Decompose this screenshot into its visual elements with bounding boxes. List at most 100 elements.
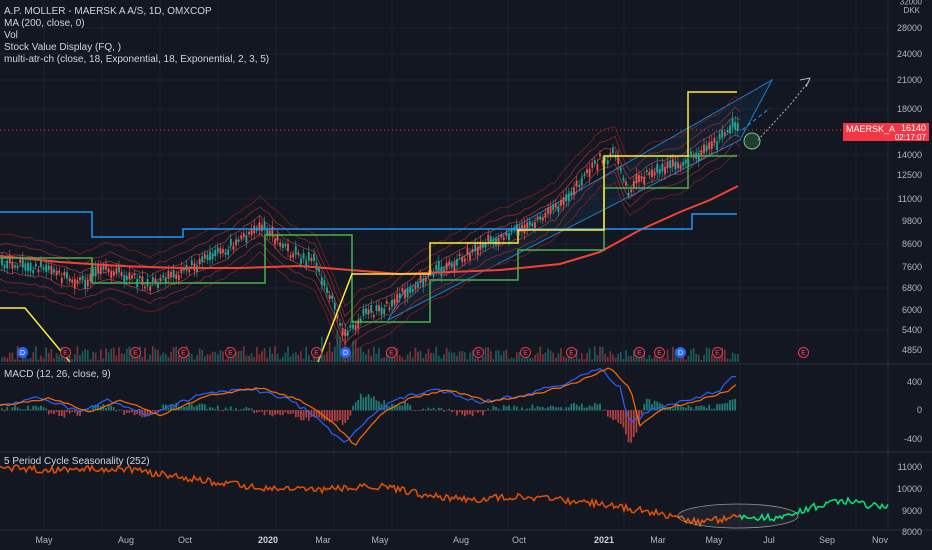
- volume-bar: [666, 349, 669, 362]
- macd-histogram-bar: [146, 410, 149, 417]
- legend-stock-value-display[interactable]: Stock Value Display (FQ, ): [4, 42, 122, 53]
- macd-histogram-bar: [458, 410, 461, 413]
- candle-body: [424, 277, 427, 282]
- volume-bar: [643, 350, 646, 362]
- candle-body: [450, 263, 453, 268]
- earnings-badge[interactable]: E: [130, 347, 141, 358]
- volume-bar: [302, 358, 305, 362]
- volume-bar: [619, 351, 622, 362]
- candle-body: [710, 141, 713, 149]
- earnings-badge[interactable]: E: [178, 347, 189, 358]
- volume-bar: [209, 354, 211, 362]
- dividend-badge[interactable]: D: [340, 347, 351, 358]
- macd-histogram-bar: [258, 410, 261, 412]
- candle-body: [310, 257, 313, 262]
- volume-bar: [367, 348, 370, 362]
- candle-body: [625, 181, 627, 186]
- earnings-badge[interactable]: E: [520, 347, 531, 358]
- volume-bar: [268, 346, 271, 362]
- candle-body: [679, 165, 682, 169]
- candle-body: [534, 222, 536, 229]
- candle-body: [110, 271, 113, 279]
- legend-volume[interactable]: Vol: [4, 30, 18, 41]
- volume-bar: [534, 354, 536, 362]
- seasonality-title[interactable]: 5 Period Cycle Seasonality (252): [4, 456, 150, 467]
- candle-body: [240, 235, 243, 239]
- candle-body: [232, 245, 235, 250]
- volume-bar: [123, 353, 126, 362]
- volume-bar: [422, 357, 425, 362]
- volume-bar: [362, 351, 365, 362]
- candle-body: [580, 178, 583, 186]
- volume-bar: [565, 357, 568, 362]
- earnings-badge[interactable]: E: [634, 347, 645, 358]
- earnings-badge[interactable]: E: [386, 347, 397, 358]
- volume-bar: [583, 358, 586, 362]
- earnings-badge[interactable]: E: [311, 347, 322, 358]
- candle-body: [211, 253, 214, 260]
- earnings-badge[interactable]: E: [225, 347, 236, 358]
- volume-bar: [50, 348, 53, 362]
- macd-histogram-bar: [235, 408, 237, 411]
- volume-bar: [578, 358, 581, 362]
- candle-body: [261, 224, 263, 232]
- macd-histogram-bar: [479, 410, 482, 412]
- macd-histogram-bar: [625, 410, 627, 435]
- dividend-badge[interactable]: D: [17, 347, 28, 358]
- candle-body: [63, 271, 66, 276]
- earnings-badge[interactable]: E: [566, 347, 577, 358]
- earnings-badge[interactable]: E: [654, 347, 665, 358]
- volume-bar: [479, 359, 482, 362]
- candle-body: [58, 270, 61, 273]
- macd-histogram-bar: [21, 409, 24, 411]
- candle-body: [284, 244, 287, 247]
- macd-title[interactable]: MACD (12, 26, close, 9): [4, 369, 111, 380]
- time-axis-label: 2021: [593, 535, 615, 545]
- candle-body: [723, 132, 726, 136]
- volume-bar: [627, 355, 630, 362]
- macd-histogram-bar: [274, 410, 276, 415]
- volume-bar: [110, 348, 113, 362]
- macd-histogram-bar: [240, 409, 243, 411]
- seasonality-axis-label: 11000: [897, 462, 922, 472]
- earnings-badge[interactable]: E: [473, 347, 484, 358]
- volume-bar: [224, 359, 227, 362]
- earnings-badge[interactable]: E: [798, 347, 809, 358]
- volume-bar: [424, 353, 427, 362]
- volume-bar: [177, 355, 180, 362]
- earnings-badge[interactable]: E: [712, 347, 723, 358]
- candle-body: [279, 242, 282, 247]
- volume-bar: [404, 359, 406, 362]
- candle-body: [271, 226, 274, 236]
- macd-histogram-bar: [664, 408, 666, 411]
- macd-histogram-bar: [734, 398, 737, 411]
- dividend-badge[interactable]: D: [675, 347, 686, 358]
- candle-body: [34, 263, 37, 267]
- macd-histogram-bar: [248, 408, 250, 411]
- volume-bar: [73, 353, 76, 362]
- volume-bar: [86, 349, 89, 362]
- legend-multi-atr-channel[interactable]: multi-atr-ch (close, 18, Exponential, 18…: [4, 54, 270, 65]
- macd-histogram-bar: [29, 409, 32, 411]
- volume-bar: [437, 355, 440, 362]
- candle-body: [601, 160, 604, 164]
- volume-bar: [645, 358, 648, 362]
- earnings-badge[interactable]: E: [60, 347, 71, 358]
- macd-histogram-bar: [349, 410, 352, 416]
- candle-body: [417, 283, 419, 288]
- legend-ma200[interactable]: MA (200, close, 0): [4, 18, 85, 29]
- candle-body: [731, 118, 734, 128]
- macd-histogram-bar: [396, 405, 399, 411]
- volume-bar: [255, 347, 258, 362]
- price-tag-value: 16140: [900, 123, 926, 133]
- candle-body: [705, 145, 708, 152]
- volume-bar: [409, 351, 412, 362]
- macd-histogram-bar: [120, 409, 123, 411]
- macd-histogram-bar: [206, 408, 209, 411]
- candle-body: [313, 253, 315, 261]
- candle-body: [175, 274, 178, 280]
- candle-body: [726, 130, 729, 133]
- macd-histogram-bar: [47, 410, 50, 415]
- macd-histogram-bar: [643, 403, 646, 411]
